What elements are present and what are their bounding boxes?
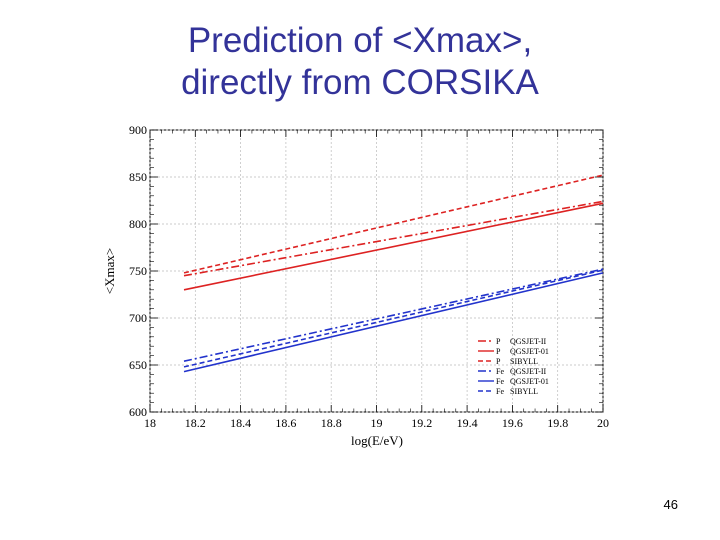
x-tick-label: 18.6: [275, 416, 296, 430]
y-tick-label: 850: [129, 170, 147, 184]
legend-particle-label: Fe: [496, 377, 504, 386]
legend-model-label: QGSJET-01: [510, 347, 549, 356]
legend-model-label: QGSJET-01: [510, 377, 549, 386]
title-line-1: Prediction of <Xmax>,: [187, 21, 533, 60]
legend-model-label: SIBYLL: [510, 357, 538, 366]
series-line-p-qgsjet-01: [183, 202, 604, 291]
legend-particle-label: P: [496, 347, 501, 356]
slide-title: Prediction of <Xmax>, directly from CORS…: [0, 20, 720, 104]
y-tick-label: 600: [129, 405, 147, 419]
title-line-2: directly from CORSIKA: [181, 63, 539, 102]
x-tick-label: 18.2: [185, 416, 206, 430]
x-tick-label: 19: [371, 416, 383, 430]
series-line-fe-qgsjet-ii: [183, 268, 604, 362]
x-tick-label: 19.2: [411, 416, 432, 430]
x-tick-label: 18.8: [321, 416, 342, 430]
x-tick-label: 19.8: [547, 416, 568, 430]
x-axis-label: log(E/eV): [351, 433, 403, 448]
y-tick-label: 900: [129, 123, 147, 137]
y-tick-label: 750: [129, 264, 147, 278]
x-tick-label: 19.6: [502, 416, 523, 430]
legend-model-label: QGSJET-II: [510, 367, 546, 376]
legend-particle-label: Fe: [496, 367, 504, 376]
x-tick-label: 20: [597, 416, 609, 430]
page-number: 46: [663, 497, 678, 512]
series-line-p-qgsjet-ii: [183, 200, 604, 277]
y-tick-label: 700: [129, 311, 147, 325]
x-tick-label: 18.4: [230, 416, 251, 430]
legend-particle-label: P: [496, 357, 501, 366]
y-tick-label: 650: [129, 358, 147, 372]
y-axis-label: <Xmax>: [102, 248, 117, 294]
y-tick-label: 800: [129, 217, 147, 231]
legend-model-label: QGSJET-II: [510, 337, 546, 346]
x-tick-label: 18: [144, 416, 156, 430]
xmax-chart: 18 18.2 18.4 18.6 18.8 19 19.2 19.4 19.6 19.8 20 60…: [102, 123, 609, 448]
legend-particle-label: P: [496, 337, 501, 346]
series-line-fe-qgsjet-01: [183, 272, 604, 373]
legend-particle-label: Fe: [496, 387, 504, 396]
x-tick-label: 19.4: [457, 416, 478, 430]
legend-model-label: SIBYLL: [510, 387, 538, 396]
